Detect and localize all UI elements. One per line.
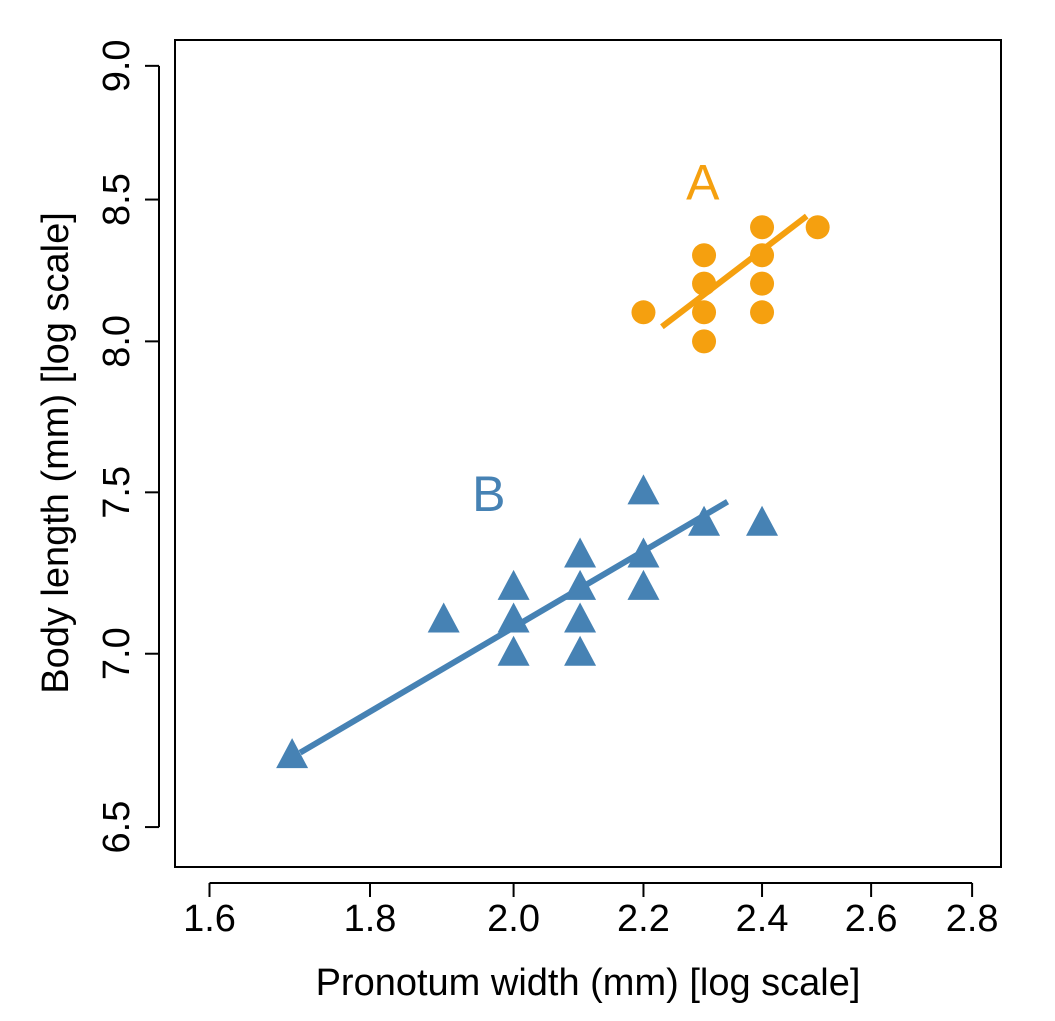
- x-tick-label: 2.0: [487, 898, 540, 940]
- point-a: [750, 243, 775, 268]
- x-axis-title: Pronotum width (mm) [log scale]: [316, 962, 861, 1004]
- point-a: [750, 300, 775, 325]
- point-a: [692, 243, 717, 268]
- point-b: [564, 569, 597, 600]
- point-b: [564, 602, 597, 633]
- point-b: [497, 602, 530, 633]
- point-a: [750, 271, 775, 296]
- x-tick-label: 1.6: [183, 898, 236, 940]
- group-label-b: B: [472, 466, 505, 522]
- x-tick-label: 2.6: [845, 898, 898, 940]
- point-b: [688, 505, 721, 536]
- y-tick-label: 8.0: [96, 315, 138, 368]
- x-tick-label: 2.4: [736, 898, 789, 940]
- x-axis: 1.6 1.8 2.0 2.2 2.4 2.6 2.8: [183, 882, 999, 940]
- fit-line-a: [660, 213, 809, 330]
- point-a: [692, 300, 717, 325]
- point-b: [497, 635, 530, 666]
- fit-lines: [298, 213, 809, 756]
- x-tick-label: 1.8: [344, 898, 397, 940]
- plot-frame: [174, 39, 1002, 868]
- point-b: [497, 569, 530, 600]
- y-tick-label: 7.0: [96, 627, 138, 680]
- x-tick-label: 2.2: [617, 898, 670, 940]
- point-a: [631, 300, 656, 325]
- point-a: [805, 215, 830, 240]
- point-b: [564, 635, 597, 666]
- point-b: [427, 602, 460, 633]
- point-b: [276, 738, 309, 769]
- y-tick-label: 9.0: [96, 39, 138, 92]
- point-b: [627, 537, 660, 568]
- group-labels: AB: [472, 155, 720, 523]
- y-axis: 6.5 7.0 7.5 8.0 8.5 9.0: [96, 39, 160, 854]
- group-label-a: A: [686, 155, 720, 211]
- y-tick-label: 7.5: [96, 466, 138, 519]
- point-b: [746, 505, 779, 536]
- y-axis-title: Body length (mm) [log scale]: [35, 212, 77, 694]
- data-points: [276, 215, 830, 769]
- point-a: [692, 271, 717, 296]
- point-b: [627, 569, 660, 600]
- point-a: [692, 329, 717, 354]
- y-tick-label: 6.5: [96, 801, 138, 854]
- point-a: [750, 215, 775, 240]
- point-b: [564, 537, 597, 568]
- y-tick-label: 8.5: [96, 173, 138, 226]
- x-tick-label: 2.8: [946, 898, 999, 940]
- point-b: [627, 474, 660, 505]
